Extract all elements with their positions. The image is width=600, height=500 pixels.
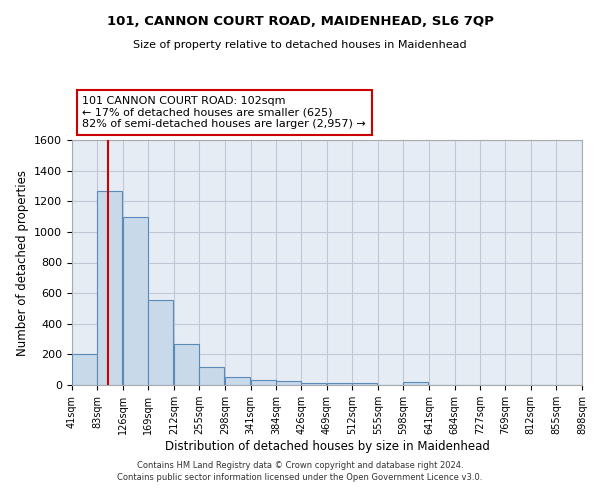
Text: 101, CANNON COURT ROAD, MAIDENHEAD, SL6 7QP: 101, CANNON COURT ROAD, MAIDENHEAD, SL6 … xyxy=(107,15,493,28)
Text: 101 CANNON COURT ROAD: 102sqm
← 17% of detached houses are smaller (625)
82% of : 101 CANNON COURT ROAD: 102sqm ← 17% of d… xyxy=(82,96,366,129)
Bar xyxy=(122,218,148,385)
Bar xyxy=(251,380,275,385)
Bar xyxy=(403,382,428,385)
Text: Size of property relative to detached houses in Maidenhead: Size of property relative to detached ho… xyxy=(133,40,467,50)
Bar xyxy=(276,381,301,385)
Bar xyxy=(199,366,224,385)
Bar xyxy=(352,384,377,385)
Bar xyxy=(148,300,173,385)
Bar xyxy=(301,382,326,385)
Bar xyxy=(72,354,97,385)
X-axis label: Distribution of detached houses by size in Maidenhead: Distribution of detached houses by size … xyxy=(164,440,490,453)
Bar xyxy=(97,192,122,385)
Y-axis label: Number of detached properties: Number of detached properties xyxy=(16,170,29,356)
Bar xyxy=(225,376,250,385)
Text: Contains HM Land Registry data © Crown copyright and database right 2024.
Contai: Contains HM Land Registry data © Crown c… xyxy=(118,461,482,482)
Bar xyxy=(174,344,199,385)
Bar xyxy=(327,384,352,385)
